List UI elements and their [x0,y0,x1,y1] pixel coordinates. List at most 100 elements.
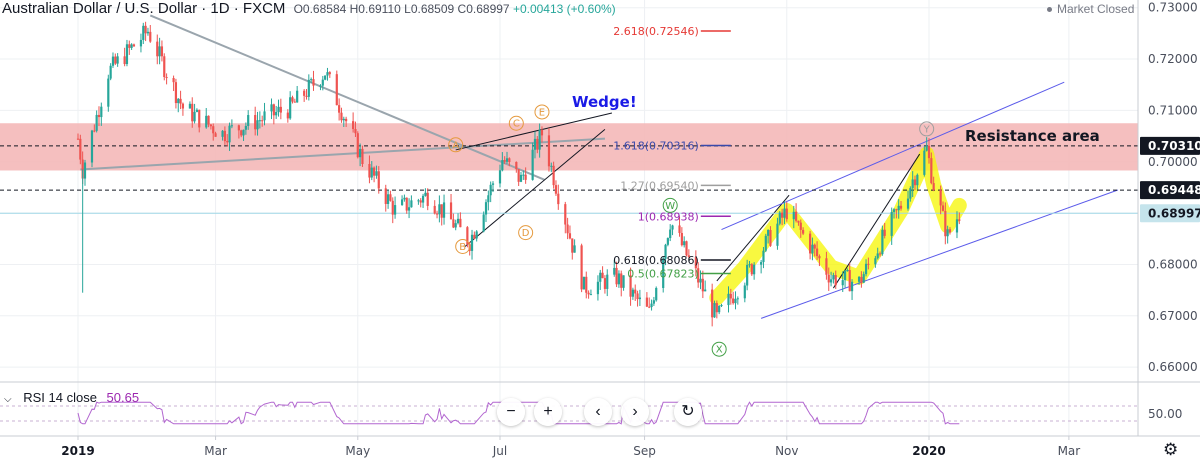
symbol-header[interactable]: Australian Dollar / U.S. Dollar · 1D · F… [2,0,616,17]
candle-body [648,306,651,308]
candle-body [361,148,364,165]
candle-body [410,200,413,208]
candle-body [324,75,327,80]
scroll-right-button[interactable]: › [621,398,649,426]
candle-body [149,31,152,42]
scroll-left-button[interactable]: ‹ [584,398,612,426]
candle-body [195,109,199,112]
candle-body [715,303,718,313]
fib-levels[interactable]: 2.618(0.72546) 1.618(0.70316) 1.27(0.69540… [613,25,731,281]
candle-body [704,289,707,292]
candle-body [899,205,903,209]
candle-body [179,98,182,104]
candle-body [491,183,495,185]
candle-body [913,179,917,186]
channel-lower-line[interactable] [760,189,1119,319]
candle-body [746,264,749,286]
candle-body [279,106,282,113]
candle-body [645,297,648,307]
resistance-zone-label: Resistance area [965,127,1100,145]
impulse-line-1[interactable] [716,194,790,282]
candle-body [400,199,404,206]
candle-body [580,245,583,290]
elliott-highlight [709,146,967,306]
fib-label: 2.618(0.72546) [613,25,699,38]
candle-body [785,208,788,220]
candle-body [230,125,233,127]
candle-body [174,82,178,104]
price-tag-box [1140,204,1200,223]
reset-chart-button[interactable]: ↻ [674,398,702,426]
candle-body [79,138,82,160]
candle-body [808,233,812,254]
candle-body [727,293,730,306]
candle-body [191,103,194,122]
wave-label-b: B [459,242,466,253]
candle-body [277,106,280,112]
candle-body [177,98,180,104]
zoom-in-button[interactable]: + [534,398,562,426]
candle-body [139,39,143,47]
candle-body [501,160,504,171]
candle-body [923,150,926,175]
settings-gear-icon[interactable]: ⚙ [1163,440,1179,459]
wedge-lower-line[interactable] [464,129,606,247]
symbol-title[interactable]: Australian Dollar / U.S. Dollar · 1D · F… [2,0,286,17]
triangle-upper-line[interactable] [149,14,545,181]
wave-marker-circle [455,238,471,254]
candle-body [503,160,506,162]
candle-body [617,273,621,285]
price-tick-label: 0.68000 [1148,257,1198,271]
candle-body [694,256,697,269]
candle-body [130,44,133,48]
candle-body [958,219,961,221]
candle-body [671,225,674,230]
collapse-chevron-icon[interactable]: ⌵ [4,394,12,405]
candle-body [144,25,147,34]
zoom-out-button[interactable]: − [497,398,525,426]
price-axis[interactable]: 0.730000.720000.710000.700000.690000.680… [1137,0,1200,436]
candle-body [566,224,569,234]
wave-marker-circle [662,197,678,213]
candle-body [375,171,378,176]
candle-body [111,56,115,66]
candle-body [732,298,735,304]
candle-body [158,46,161,57]
candle-body [258,120,261,122]
time-axis[interactable]: 2019 Mar May Jul Sep Nov 2020 Mar [0,435,1200,458]
candle-body [652,300,655,304]
candle-body [163,56,166,78]
candle-body [107,78,110,107]
triangle-lower-line[interactable] [80,137,605,171]
price-tick-label: 0.71000 [1148,103,1198,117]
candle-body [489,184,492,196]
candle-body [662,258,665,288]
candle-body [769,230,772,246]
fib-label: 0.5(0.67823) [627,268,699,281]
candle-body [697,268,700,283]
candle-body [909,188,912,199]
candle-body [815,248,819,257]
candle-body [533,138,537,150]
price-tag-label: 0.69448 [1148,183,1200,197]
candle-body [93,130,96,132]
candle-body [552,165,555,186]
rsi-header[interactable]: ⌵ RSI 14 close 50.65 [4,390,139,405]
channel-upper-line[interactable] [721,81,1065,230]
rsi-value: 50.65 [106,390,140,405]
trend-lines[interactable] [0,14,1138,319]
candle-body [466,227,469,245]
candle-body [538,129,541,150]
wedge-upper-line[interactable] [455,112,613,151]
candle-body [760,262,763,265]
candle-body [718,305,721,313]
impulse-line-2[interactable] [832,153,921,289]
candle-body [834,275,837,286]
candle-body [846,270,849,272]
fib-label: 1.618(0.70316) [613,140,699,153]
candle-body [459,218,462,228]
candle-body [307,79,310,97]
candle-body [247,115,250,126]
price-tag-label: 0.68997 [1148,206,1200,220]
